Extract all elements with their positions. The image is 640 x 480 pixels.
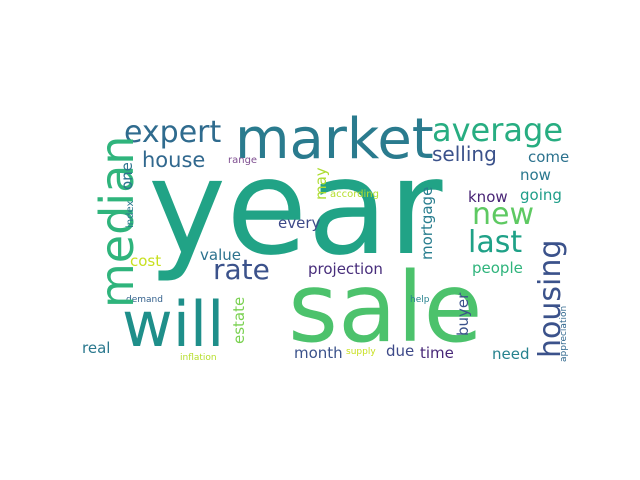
word-index: index bbox=[125, 200, 136, 228]
word-supply: supply bbox=[346, 347, 376, 357]
word-cost: cost bbox=[130, 252, 162, 270]
word-rate: rate bbox=[213, 253, 270, 286]
word-real: real bbox=[82, 339, 111, 357]
word-will: will bbox=[122, 288, 225, 361]
word-value: value bbox=[200, 246, 241, 264]
word-projection: projection bbox=[308, 260, 383, 278]
word-due: due bbox=[386, 342, 415, 360]
word-every: every bbox=[278, 214, 321, 232]
word-cloud: year sale will market average expert new… bbox=[80, 107, 570, 370]
word-buyer: buyer bbox=[454, 292, 472, 336]
word-year: year bbox=[148, 131, 443, 285]
word-new: new bbox=[472, 197, 535, 232]
word-selling: selling bbox=[432, 142, 497, 166]
word-now: now bbox=[520, 166, 551, 184]
word-range: range bbox=[228, 155, 258, 166]
word-people: people bbox=[472, 259, 523, 277]
word-house: house bbox=[142, 148, 206, 172]
word-mortgage: mortgage bbox=[418, 186, 436, 260]
word-month: month bbox=[294, 344, 343, 362]
word-last: last bbox=[468, 225, 523, 260]
word-come: come bbox=[528, 148, 570, 166]
word-estate: estate bbox=[230, 296, 248, 344]
word-average: average bbox=[432, 111, 563, 149]
word-expert: expert bbox=[124, 115, 222, 150]
word-demand: demand bbox=[126, 295, 163, 305]
word-sale: sale bbox=[288, 252, 483, 364]
word-according: according bbox=[330, 189, 379, 200]
word-help: help bbox=[410, 295, 430, 305]
word-appreciation: appreciation bbox=[559, 305, 569, 362]
word-time: time bbox=[420, 344, 454, 362]
word-may: may bbox=[312, 167, 330, 200]
word-need: need bbox=[492, 345, 530, 363]
word-know: know bbox=[468, 188, 508, 206]
word-one: one bbox=[118, 162, 136, 190]
word-going: going bbox=[520, 186, 562, 204]
word-market: market bbox=[235, 107, 434, 172]
word-inflation: inflation bbox=[180, 353, 217, 363]
